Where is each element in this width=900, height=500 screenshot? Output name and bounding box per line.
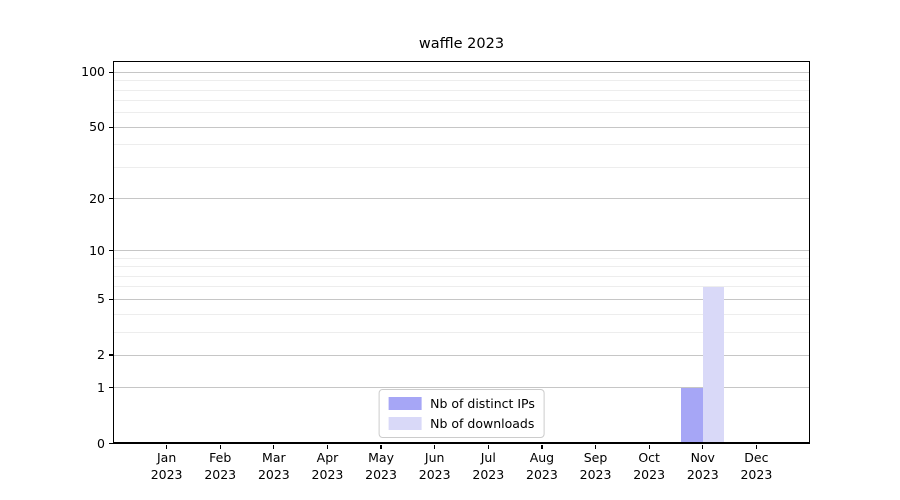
- minor-gridline: [113, 100, 810, 102]
- spine-right: [808, 60, 810, 444]
- x-tick-label-line: 2023: [686, 466, 719, 482]
- y-tick-mark: [108, 197, 113, 200]
- bar-nov-series0: [681, 387, 703, 444]
- y-tick-label: 5: [97, 291, 105, 307]
- x-tick-label-line: Nov: [690, 450, 715, 465]
- x-tick-label-line: 2023: [311, 466, 344, 482]
- y-tick-mark: [108, 126, 113, 128]
- y-tick-mark: [108, 442, 113, 445]
- x-tick-label: Dec 2023: [721, 450, 791, 483]
- x-tick-mark: [541, 444, 543, 449]
- x-tick-label-line: Jan: [156, 450, 177, 465]
- y-tick-mark: [108, 249, 113, 252]
- y-tick-label: 10: [89, 242, 105, 258]
- x-tick-label-line: 2023: [740, 466, 773, 482]
- y-tick-mark: [108, 354, 113, 356]
- y-tick-label: 20: [89, 190, 105, 206]
- minor-gridline: [113, 331, 810, 333]
- x-tick-label: Jan 2023: [132, 450, 202, 483]
- x-tick-label-line: Oct: [638, 450, 660, 465]
- major-gridline: [113, 354, 810, 356]
- major-gridline: [113, 387, 810, 389]
- x-tick-label-line: Apr: [316, 450, 339, 465]
- minor-gridline: [113, 80, 810, 82]
- spine-bottom: [113, 442, 810, 444]
- major-gridline: [113, 71, 810, 73]
- minor-gridline: [113, 112, 810, 114]
- x-tick-mark: [594, 444, 597, 449]
- y-tick-label: 2: [97, 347, 105, 363]
- x-tick-label-line: 2023: [150, 466, 183, 482]
- chart-title: waffle 2023: [418, 36, 505, 52]
- legend-swatch-distinct-ips: [388, 397, 422, 410]
- x-tick-label: Feb 2023: [185, 450, 255, 483]
- legend-item-distinct-ips: Nb of distinct IPs: [388, 396, 535, 411]
- minor-gridline: [113, 275, 810, 277]
- x-tick-label-line: 2023: [204, 466, 237, 482]
- x-tick-label-line: Dec: [744, 450, 769, 465]
- x-tick-label-line: Sep: [583, 450, 608, 465]
- x-tick-label: May 2023: [346, 450, 416, 483]
- x-tick-label-line: May: [368, 450, 394, 465]
- x-tick-label-line: Feb: [209, 450, 232, 465]
- x-tick-label-line: 2023: [472, 466, 505, 482]
- x-tick-label: Aug 2023: [507, 450, 577, 483]
- legend: Nb of distinct IPs Nb of downloads: [378, 389, 545, 438]
- x-tick-label: Apr 2023: [292, 450, 362, 483]
- x-tick-label-line: 2023: [365, 466, 397, 482]
- x-tick-label: Mar 2023: [239, 450, 309, 483]
- legend-item-downloads: Nb of downloads: [388, 416, 535, 431]
- y-tick-mark: [108, 71, 113, 73]
- minor-gridline: [113, 266, 810, 268]
- x-tick-label-line: Aug: [529, 450, 555, 465]
- major-gridline: [113, 250, 810, 252]
- minor-gridline: [113, 89, 810, 91]
- x-tick-mark: [755, 444, 758, 449]
- x-tick-label: Nov 2023: [668, 450, 738, 483]
- x-tick-mark: [434, 444, 436, 449]
- x-tick-mark: [273, 444, 275, 449]
- x-tick-mark: [219, 444, 221, 449]
- x-tick-label-line: Jul: [480, 450, 496, 465]
- y-tick-mark: [108, 298, 113, 301]
- x-tick-label: Oct 2023: [614, 450, 684, 483]
- minor-gridline: [113, 166, 810, 168]
- x-tick-mark: [165, 444, 168, 449]
- x-tick-label: Sep 2023: [561, 450, 631, 483]
- x-tick-label-line: 2023: [633, 466, 666, 482]
- x-tick-label-line: Jun: [424, 450, 445, 465]
- x-tick-label-line: 2023: [579, 466, 612, 482]
- legend-label-distinct-ips: Nb of distinct IPs: [430, 396, 535, 411]
- x-tick-mark: [702, 444, 704, 449]
- major-gridline: [113, 198, 810, 200]
- x-tick-label-line: 2023: [526, 466, 558, 482]
- minor-gridline: [113, 257, 810, 259]
- minor-gridline: [113, 144, 810, 146]
- y-tick-label: 0: [97, 435, 105, 451]
- x-tick-label-line: 2023: [257, 466, 290, 482]
- x-tick-label-line: 2023: [418, 466, 451, 482]
- x-tick-mark: [487, 444, 489, 449]
- y-tick-label: 100: [81, 64, 105, 80]
- x-tick-label-line: Mar: [262, 450, 286, 465]
- spine-top: [113, 60, 810, 62]
- x-tick-label: Jul 2023: [453, 450, 523, 483]
- major-gridline: [113, 126, 810, 128]
- x-tick-mark: [380, 444, 382, 449]
- legend-label-downloads: Nb of downloads: [430, 416, 535, 431]
- legend-swatch-downloads: [388, 417, 422, 430]
- bar-nov-series1: [702, 286, 725, 444]
- x-tick-mark: [648, 444, 650, 449]
- x-tick-label: Jun 2023: [400, 450, 470, 483]
- y-tick-label: 50: [89, 119, 105, 135]
- minor-gridline: [113, 286, 810, 288]
- spine-left: [113, 60, 115, 444]
- y-tick-label: 1: [97, 379, 105, 395]
- minor-gridline: [113, 313, 810, 315]
- x-tick-mark: [326, 444, 329, 449]
- y-tick-mark: [108, 387, 113, 389]
- plot-area: Nb of distinct IPs Nb of downloads: [113, 60, 810, 444]
- major-gridline: [113, 298, 810, 300]
